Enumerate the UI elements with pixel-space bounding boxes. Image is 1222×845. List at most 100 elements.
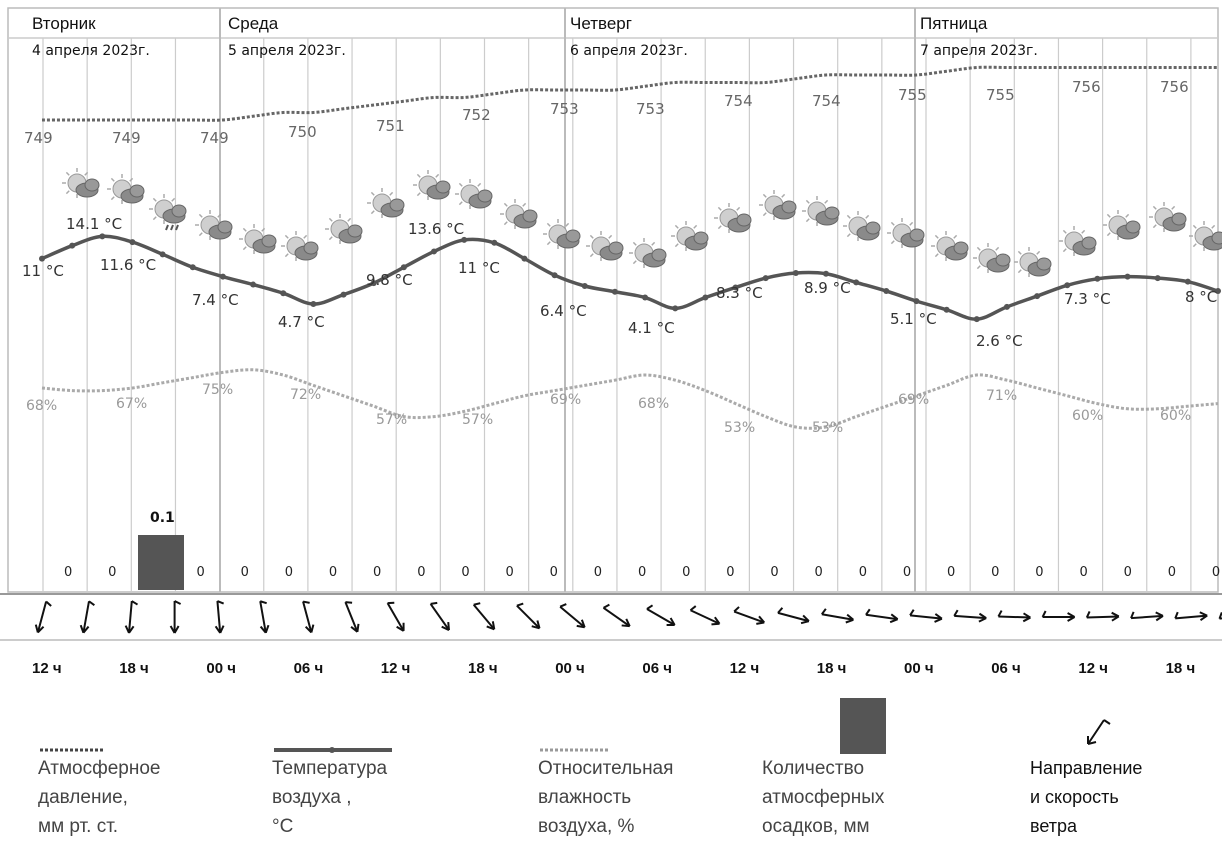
pressure-label: 755 — [986, 86, 1015, 104]
wind-arrow — [1085, 611, 1120, 622]
temperature-point — [370, 280, 377, 287]
temperature-label: 9.8 °C — [366, 271, 413, 289]
precipitation-value: 0 — [1079, 565, 1087, 580]
wind-arrow — [214, 600, 225, 634]
pressure-label: 756 — [1072, 78, 1101, 96]
humidity-label: 60% — [1072, 408, 1103, 424]
weather-icon — [1189, 221, 1222, 251]
temperature-point — [672, 305, 679, 312]
temperature-label: 7.4 °C — [192, 291, 239, 309]
day-date: 7 апреля 2023г. — [920, 43, 1038, 59]
wind-arrow — [997, 610, 1031, 623]
weather-icon — [629, 238, 667, 268]
weather-icon — [714, 203, 752, 233]
temperature-point — [69, 242, 76, 249]
temperature-point — [340, 291, 347, 298]
precipitation-value: 0 — [417, 565, 425, 580]
wind-arrow — [777, 607, 810, 625]
pressure-label: 751 — [376, 117, 405, 135]
day-name: Пятница — [920, 14, 988, 33]
weather-icon — [671, 221, 709, 251]
precipitation-value: 0 — [241, 565, 249, 580]
wind-arrow — [34, 600, 52, 634]
humidity-label: 69% — [898, 392, 929, 408]
temperature-point — [1034, 293, 1041, 300]
time-tick-label: 18 ч — [468, 660, 498, 677]
day-date: 5 апреля 2023г. — [228, 43, 346, 59]
humidity-label: 57% — [462, 412, 493, 428]
temperature-label: 11 °C — [22, 262, 64, 280]
time-tick-label: 06 ч — [991, 660, 1021, 677]
pressure-label: 749 — [112, 129, 141, 147]
wind-arrow — [1218, 612, 1222, 620]
legend-precipitation-label: Количество атмосферных осадков, мм — [762, 758, 885, 837]
precipitation-value: 0 — [108, 565, 116, 580]
pressure-label: 756 — [1160, 78, 1189, 96]
temperature-point — [1064, 282, 1071, 289]
precipitation-value: 0 — [770, 565, 778, 580]
time-tick-label: 00 ч — [904, 660, 934, 677]
time-tick-label: 00 ч — [206, 660, 236, 677]
temperature-point — [159, 251, 166, 258]
wind-arrow — [302, 600, 315, 634]
temperature-label: 5.1 °C — [890, 310, 937, 328]
wind-arrow — [602, 603, 631, 628]
weather-icon — [413, 170, 451, 200]
weather-icon — [149, 194, 187, 231]
time-tick-label: 06 ч — [294, 660, 324, 677]
wind-arrow — [1041, 610, 1076, 622]
temperature-label: 8.9 °C — [804, 279, 851, 297]
legend-wind-symbol — [1087, 719, 1111, 745]
temperature-label: 4.7 °C — [278, 313, 325, 331]
temperature-point — [129, 239, 136, 246]
legend-wind-label: Направление и скорость ветра — [1030, 758, 1143, 836]
temperature-label: 8 °C — [1185, 288, 1217, 306]
humidity-label: 69% — [550, 392, 581, 408]
wind-arrow — [865, 608, 899, 624]
temperature-point — [551, 272, 558, 279]
time-tick-label: 00 ч — [555, 660, 585, 677]
wind-arrow — [1174, 611, 1208, 622]
temperature-point — [762, 275, 769, 282]
humidity-label: 60% — [1160, 408, 1191, 424]
temperature-point — [1003, 303, 1010, 310]
weather-icon — [195, 210, 233, 240]
temperature-point — [943, 306, 950, 313]
precipitation-value: 0 — [594, 565, 602, 580]
humidity-label: 67% — [116, 396, 147, 412]
temperature-point — [310, 301, 317, 307]
time-tick-label: 06 ч — [642, 660, 672, 677]
wind-arrow — [646, 604, 676, 626]
precipitation-value: 0 — [1168, 565, 1176, 580]
weather-icon — [973, 243, 1011, 273]
weather-icon — [1149, 202, 1187, 232]
temperature-point — [883, 288, 890, 295]
temperature-point — [611, 288, 618, 295]
legend-precipitation-symbol — [840, 698, 886, 754]
time-tick-label: 12 ч — [1078, 660, 1108, 677]
day-name: Среда — [228, 14, 279, 33]
temperature-point — [792, 270, 799, 277]
legend-pressure-symbol — [40, 748, 104, 752]
humidity-label: 68% — [638, 396, 669, 412]
precipitation-value: 0 — [285, 565, 293, 580]
temperature-point — [431, 248, 437, 255]
pressure-line — [42, 65, 1218, 122]
humidity-label: 53% — [812, 420, 843, 436]
precipitation-value: 0 — [859, 565, 867, 580]
humidity-line — [41, 368, 1219, 430]
weather-icon — [843, 211, 881, 241]
wind-arrow — [559, 603, 586, 629]
weather-icon — [1103, 210, 1141, 240]
temperature-label: 2.6 °C — [976, 332, 1023, 350]
temperature-label: 11.6 °C — [100, 256, 156, 274]
precipitation-bar — [138, 535, 184, 590]
temperature-point — [1215, 288, 1221, 295]
pressure-label: 752 — [462, 106, 491, 124]
time-tick-label: 12 ч — [381, 660, 411, 677]
temperature-line — [41, 234, 1219, 321]
wind-arrow — [472, 602, 496, 631]
day-name: Вторник — [32, 14, 96, 33]
weather-icon — [759, 190, 797, 220]
